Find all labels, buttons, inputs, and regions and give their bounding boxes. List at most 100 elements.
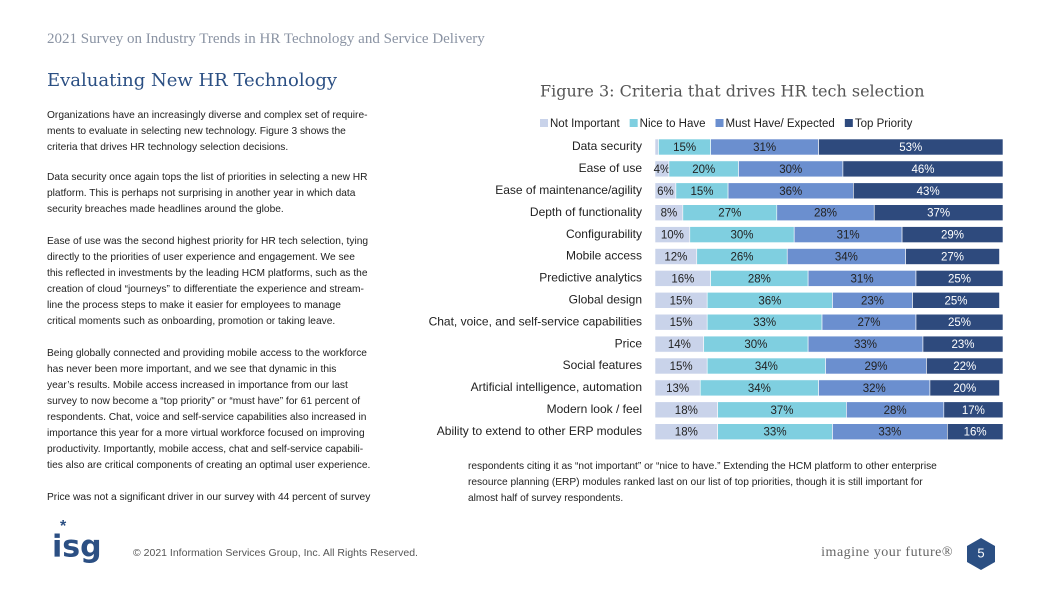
text-line: ments to evaluate in selecting new techn… xyxy=(47,126,346,137)
data-label: 20% xyxy=(692,164,715,176)
text-line: survey to now become a “top priority” or… xyxy=(47,396,361,407)
data-label: 25% xyxy=(948,273,971,285)
bar-segment xyxy=(915,270,1004,287)
category-label: Modern look / feel xyxy=(547,402,642,416)
legend-label: Nice to Have xyxy=(640,118,706,130)
text-line: resource planning (ERP) modules ranked l… xyxy=(468,477,923,488)
category-label: Predictive analytics xyxy=(539,271,642,285)
data-label: 26% xyxy=(730,252,753,264)
category-label: Price xyxy=(615,336,643,350)
data-label: 31% xyxy=(851,273,874,285)
data-label: 25% xyxy=(948,317,971,329)
data-label: 28% xyxy=(814,208,837,220)
category-label: Ease of use xyxy=(579,161,643,175)
category-label: Data security xyxy=(572,139,642,153)
bar-segment xyxy=(947,423,1004,441)
category-label: Mobile access xyxy=(566,249,642,263)
data-label: 30% xyxy=(730,230,753,242)
chart-title: Figure 3: Criteria that drives HR tech s… xyxy=(540,82,925,101)
bar-segment xyxy=(842,160,1004,178)
category-label: Chat, voice, and self-service capabiliti… xyxy=(429,314,642,328)
copyright: © 2021 Information Services Group, Inc. … xyxy=(133,547,418,559)
legend-label: Not Important xyxy=(550,118,620,130)
data-label: 27% xyxy=(858,317,881,329)
data-label: 30% xyxy=(744,339,767,351)
data-label: 36% xyxy=(758,295,781,307)
data-label: 23% xyxy=(861,295,884,307)
data-label: 29% xyxy=(864,361,887,373)
data-label: 53% xyxy=(899,142,922,154)
data-label: 31% xyxy=(837,230,860,242)
text-line: directly to the priorities of user exper… xyxy=(47,252,355,263)
data-label: 13% xyxy=(666,383,689,395)
bar-segment xyxy=(901,226,1004,243)
data-label: 27% xyxy=(718,208,741,220)
category-label: Ability to extend to other ERP modules xyxy=(437,424,642,438)
text-line: creation of cloud “journeys” to differen… xyxy=(47,284,364,295)
data-label: 29% xyxy=(941,230,964,242)
data-label: 15% xyxy=(670,317,693,329)
data-label: 17% xyxy=(962,405,985,417)
category-label: Ease of maintenance/agility xyxy=(495,183,642,197)
text-line: security breaches made headlines around … xyxy=(47,204,284,215)
data-label: 37% xyxy=(927,208,950,220)
bar-segment xyxy=(818,138,1004,156)
data-label: 33% xyxy=(878,427,901,439)
data-label: 34% xyxy=(748,383,771,395)
text-line: almost half of survey respondents. xyxy=(468,493,624,504)
page-number: 5 xyxy=(977,545,984,560)
tagline: imagine your future® xyxy=(821,545,953,560)
text-line: year’s results. Mobile access increased … xyxy=(47,380,348,391)
bar-segment xyxy=(905,248,1000,265)
legend-swatch xyxy=(540,119,548,127)
text-line: importance this year for a more virtual … xyxy=(47,428,365,439)
bar-segment xyxy=(915,313,1004,331)
data-label: 36% xyxy=(779,186,802,198)
text-line: platform. This is perhaps not surprising… xyxy=(47,188,356,199)
text-line: Being globally connected and providing m… xyxy=(47,348,367,359)
paragraph: Ease of use was the second highest prior… xyxy=(47,234,368,330)
data-label: 20% xyxy=(953,383,976,395)
text-line: respondents. Chat, voice and self-servic… xyxy=(47,412,367,423)
data-label: 16% xyxy=(964,427,987,439)
paragraph: Data security once again tops the list o… xyxy=(47,170,368,218)
bar-segment xyxy=(926,357,1004,375)
data-label: 15% xyxy=(673,142,696,154)
category-label: Social features xyxy=(563,358,642,372)
paragraph: Being globally connected and providing m… xyxy=(47,346,370,474)
data-label: 37% xyxy=(771,405,794,417)
text-line: ties also are critical components of cre… xyxy=(47,460,371,471)
text-line: Data security once again tops the list o… xyxy=(47,172,368,183)
data-label: 15% xyxy=(670,295,693,307)
text-line: criteria that drives HR technology selec… xyxy=(47,142,289,153)
data-label: 33% xyxy=(764,427,787,439)
text-line: critical moments such as onboarding, pro… xyxy=(47,316,336,327)
data-label: 18% xyxy=(675,405,698,417)
data-label: 27% xyxy=(941,252,964,264)
data-label: 22% xyxy=(953,361,976,373)
text-line: productivity. Importantly, mobile access… xyxy=(47,444,364,455)
data-label: 32% xyxy=(863,383,886,395)
data-label: 4% xyxy=(654,164,671,176)
data-label: 33% xyxy=(753,317,776,329)
data-label: 23% xyxy=(951,339,974,351)
data-label: 28% xyxy=(748,273,771,285)
data-label: 30% xyxy=(779,164,802,176)
text-line: this reflected in investments by the lea… xyxy=(47,268,368,279)
legend-swatch xyxy=(715,119,724,127)
data-label: 18% xyxy=(675,427,698,439)
text-line: Ease of use was the second highest prior… xyxy=(47,236,369,247)
data-label: 25% xyxy=(945,295,968,307)
legend-label: Must Have/ Expected xyxy=(726,118,835,130)
paragraph: Price was not a significant driver in ou… xyxy=(47,490,370,506)
legend-swatch xyxy=(844,119,853,127)
category-label: Configurability xyxy=(566,227,642,241)
text-line: Price was not a significant driver in ou… xyxy=(47,492,371,503)
page-badge xyxy=(967,538,995,570)
text-line: Organizations have an increasingly diver… xyxy=(47,110,368,121)
data-label: 8% xyxy=(661,208,678,220)
logo: isg xyxy=(52,530,102,565)
data-label: 46% xyxy=(911,164,934,176)
